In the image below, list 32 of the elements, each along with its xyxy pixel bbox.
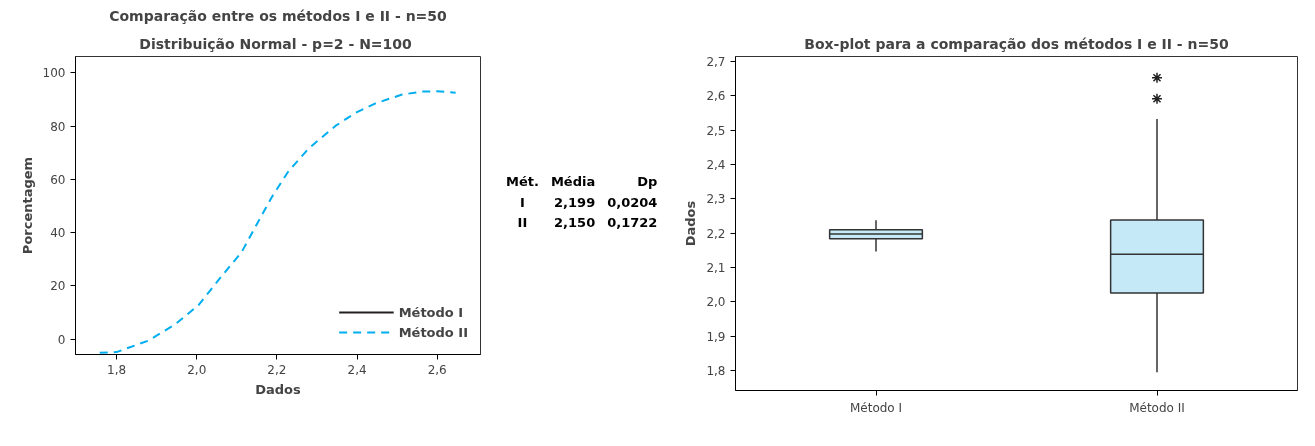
y-tick-label: 2,4	[706, 158, 726, 173]
y-tick-label: 2,2	[706, 226, 726, 241]
y-axis-title: Porcentagem	[19, 156, 35, 255]
text: II 2,150 0,1722	[517, 215, 658, 231]
chart-title: Box-plot para a comparação dos métodos I e II - n=50	[804, 35, 1229, 52]
y-tick-label: 2,0	[706, 295, 726, 310]
legend-label: Método I	[398, 304, 464, 320]
y-tick-label: 2,6	[706, 89, 726, 104]
x-tick-label: 1,8	[107, 362, 127, 377]
y-tick-label: 20	[50, 279, 66, 294]
x-tick-label: 2,4	[347, 362, 367, 377]
legend-label: Método II	[398, 324, 468, 340]
y-tick-label: 2,1	[706, 261, 726, 276]
y-tick-label: 80	[50, 119, 66, 134]
chart-title: Comparação entre os métodos I e II - n=50	[109, 7, 448, 24]
y-axis-title: Dados	[683, 200, 699, 247]
x-axis-title: Dados	[255, 381, 302, 397]
y-tick-label: 40	[50, 226, 66, 241]
y-tick-label: 2,3	[706, 192, 726, 207]
y-tick-label: 2,5	[706, 123, 726, 138]
y-tick-label: 100	[42, 66, 66, 81]
x-tick-label: 2,6	[427, 362, 447, 377]
line-series	[98, 90, 457, 354]
x-tick-label: 2,0	[187, 362, 207, 377]
y-tick-label: 60	[50, 172, 66, 187]
chart-subtitle: Distribuição Normal - p=2 - N=100	[139, 35, 413, 52]
text: Mét. Média Dp	[506, 174, 658, 189]
y-tick-label: 0	[57, 332, 66, 347]
y-tick-label: 2,7	[706, 55, 726, 70]
y-tick-label: 1,9	[706, 329, 726, 344]
text: I 2,199 0,0204	[520, 194, 658, 210]
x-tick-label: 2,2	[267, 362, 287, 377]
